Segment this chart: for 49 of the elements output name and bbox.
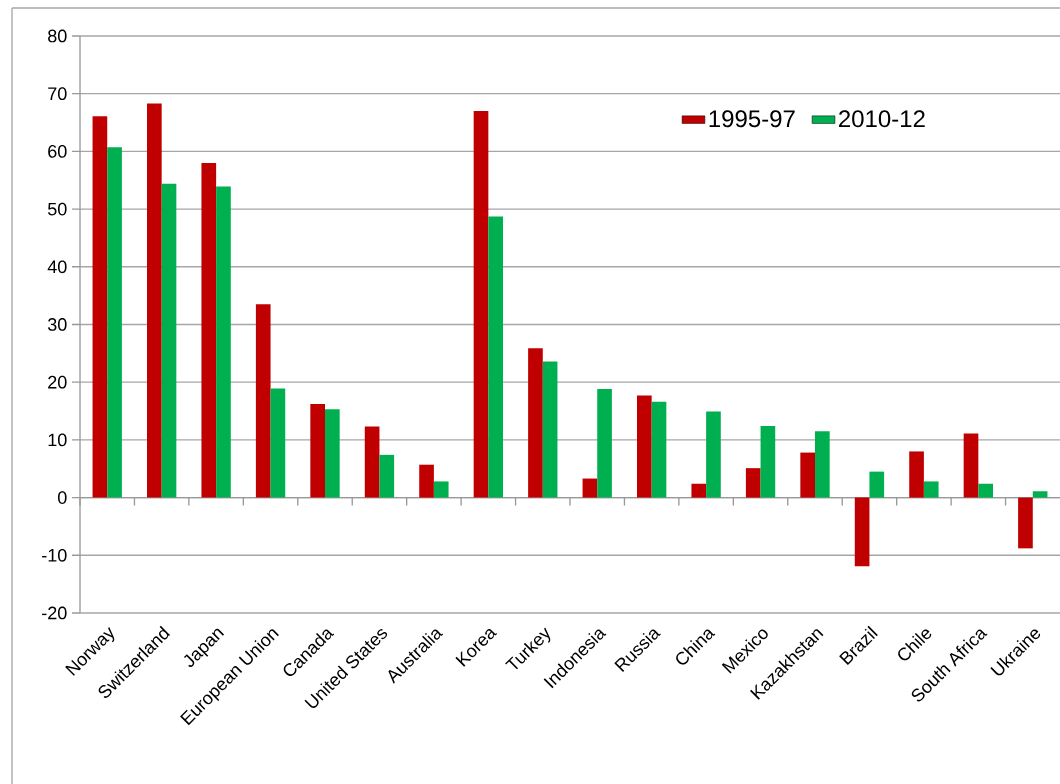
bar: [854, 497, 870, 567]
legend-label: 1995-97: [709, 110, 795, 128]
y-tick-label: 50: [47, 202, 67, 216]
bar: [419, 464, 434, 498]
bar: [310, 404, 325, 498]
bar: [542, 361, 558, 498]
bar: [379, 454, 395, 498]
y-tick-label: 0: [58, 491, 67, 504]
bar: [147, 103, 162, 498]
bar: [488, 216, 503, 498]
bar: [691, 483, 707, 498]
bar: [869, 471, 885, 498]
bar: [800, 452, 815, 498]
bar: [270, 388, 286, 498]
bar: [364, 426, 380, 498]
bar: [582, 478, 598, 498]
y-tick-label: 10: [48, 433, 67, 447]
bar: [1018, 497, 1033, 549]
bar: [1032, 491, 1048, 498]
bar: [963, 433, 979, 498]
bar: [201, 162, 217, 498]
bar: [745, 468, 761, 498]
bar: [909, 451, 924, 498]
y-tick-label: 60: [48, 145, 67, 158]
y-tick-label: -20: [42, 606, 67, 620]
bar: [473, 110, 489, 498]
legend-label: 2010-12: [839, 110, 925, 128]
bar: [637, 395, 652, 498]
bar: [528, 348, 543, 498]
y-tick-label: 40: [47, 260, 67, 274]
bar: [815, 431, 830, 498]
bar: [92, 116, 108, 498]
bar: [216, 186, 231, 498]
bar: [760, 426, 776, 498]
bar: [978, 483, 994, 498]
bar: [706, 411, 721, 498]
y-tick-label: -10: [42, 548, 67, 562]
y-tick-label: 20: [48, 375, 67, 389]
bar: [923, 481, 939, 498]
bar: [651, 401, 667, 498]
bar: [325, 409, 340, 498]
y-tick-label: 30: [47, 318, 67, 331]
bar: [161, 183, 177, 498]
bar: [597, 389, 612, 498]
bar: [255, 304, 271, 498]
bar: [107, 147, 122, 498]
bar: [433, 481, 449, 498]
y-tick-label: 70: [48, 87, 67, 101]
y-tick-label: 80: [48, 29, 67, 43]
